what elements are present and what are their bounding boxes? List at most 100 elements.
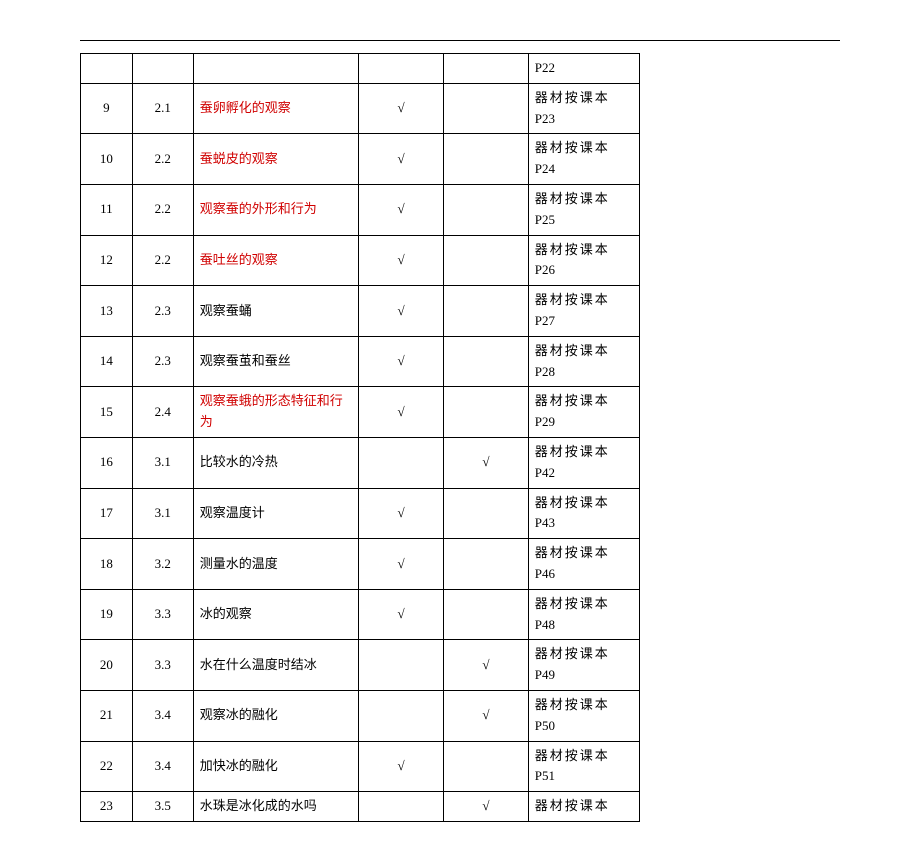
row-title: 蚕吐丝的观察 (193, 235, 358, 286)
table-row: 193.3冰的观察√器材按课本P48 (81, 589, 640, 640)
row-title: 冰的观察 (193, 589, 358, 640)
check-col-2: √ (443, 437, 528, 488)
table-row: 132.3观察蚕蛹√ 器材按课本P27 (81, 286, 640, 337)
check-col-2 (443, 83, 528, 134)
row-chapter: 3.4 (132, 741, 193, 792)
row-chapter: 2.1 (132, 83, 193, 134)
row-chapter: 3.4 (132, 690, 193, 741)
equipment-ref: 器材按课本P26 (528, 235, 639, 286)
check-col-2: √ (443, 792, 528, 822)
experiment-table: P2292.1蚕卵孵化的观察√器材按课本P23102.2蚕蜕皮的观察√器材按课本… (80, 53, 640, 822)
table-row: 183.2测量水的温度√器材按课本P46 (81, 539, 640, 590)
row-index: 9 (81, 83, 133, 134)
row-chapter (132, 54, 193, 84)
table-row: 102.2蚕蜕皮的观察√ 器材按课本P24 (81, 134, 640, 185)
row-title: 水在什么温度时结冰 (193, 640, 358, 691)
row-title: 观察温度计 (193, 488, 358, 539)
equipment-ref: 器材按课本P24 (528, 134, 639, 185)
equipment-ref: 器材按课本P29 (528, 387, 639, 438)
check-col-1: √ (359, 488, 444, 539)
equipment-ref: 器材按课本 (528, 792, 639, 822)
row-title: 测量水的温度 (193, 539, 358, 590)
row-title: 比较水的冷热 (193, 437, 358, 488)
row-title: 水珠是冰化成的水吗 (193, 792, 358, 822)
row-chapter: 3.2 (132, 539, 193, 590)
check-col-2 (443, 336, 528, 387)
row-chapter: 2.3 (132, 286, 193, 337)
row-chapter: 3.1 (132, 437, 193, 488)
row-chapter: 3.5 (132, 792, 193, 822)
table-row: 233.5水珠是冰化成的水吗 √器材按课本 (81, 792, 640, 822)
check-col-2 (443, 589, 528, 640)
row-index: 23 (81, 792, 133, 822)
row-chapter: 2.4 (132, 387, 193, 438)
equipment-ref: 器材按课本P51 (528, 741, 639, 792)
row-chapter: 2.3 (132, 336, 193, 387)
row-title: 加快冰的融化 (193, 741, 358, 792)
row-index: 17 (81, 488, 133, 539)
row-title: 观察蚕蛹 (193, 286, 358, 337)
row-index: 16 (81, 437, 133, 488)
check-col-1: √ (359, 134, 444, 185)
check-col-2: √ (443, 690, 528, 741)
check-col-2 (443, 134, 528, 185)
check-col-2 (443, 286, 528, 337)
row-index: 10 (81, 134, 133, 185)
table-row: P22 (81, 54, 640, 84)
table-row: 213.4观察冰的融化 √器材按课本P50 (81, 690, 640, 741)
equipment-ref: P22 (528, 54, 639, 84)
row-title: 蚕蜕皮的观察 (193, 134, 358, 185)
check-col-2 (443, 184, 528, 235)
row-index: 22 (81, 741, 133, 792)
row-index (81, 54, 133, 84)
check-col-2 (443, 387, 528, 438)
check-col-1 (359, 437, 444, 488)
row-index: 20 (81, 640, 133, 691)
row-title: 观察蚕的外形和行为 (193, 184, 358, 235)
row-index: 12 (81, 235, 133, 286)
check-col-1: √ (359, 286, 444, 337)
equipment-ref: 器材按课本P25 (528, 184, 639, 235)
row-chapter: 2.2 (132, 134, 193, 185)
row-index: 21 (81, 690, 133, 741)
check-col-1: √ (359, 387, 444, 438)
equipment-ref: 器材按课本P23 (528, 83, 639, 134)
check-col-2 (443, 741, 528, 792)
table-row: 163.1比较水的冷热 √器材按课本P42 (81, 437, 640, 488)
table-body: P2292.1蚕卵孵化的观察√器材按课本P23102.2蚕蜕皮的观察√器材按课本… (81, 54, 640, 822)
check-col-2 (443, 488, 528, 539)
row-title: 观察冰的融化 (193, 690, 358, 741)
check-col-1: √ (359, 741, 444, 792)
page-top-rule (80, 40, 840, 41)
equipment-ref: 器材按课本P48 (528, 589, 639, 640)
row-title: 蚕卵孵化的观察 (193, 83, 358, 134)
check-col-1: √ (359, 184, 444, 235)
check-col-1 (359, 792, 444, 822)
check-col-2 (443, 54, 528, 84)
check-col-1: √ (359, 539, 444, 590)
check-col-1: √ (359, 589, 444, 640)
row-chapter: 3.3 (132, 640, 193, 691)
check-col-2 (443, 235, 528, 286)
table-row: 122.2蚕吐丝的观察√器材按课本P26 (81, 235, 640, 286)
equipment-ref: 器材按课本P43 (528, 488, 639, 539)
row-index: 11 (81, 184, 133, 235)
check-col-1: √ (359, 235, 444, 286)
row-chapter: 3.3 (132, 589, 193, 640)
row-index: 13 (81, 286, 133, 337)
row-chapter: 3.1 (132, 488, 193, 539)
check-col-1: √ (359, 336, 444, 387)
table-row: 223.4加快冰的融化√ 器材按课本P51 (81, 741, 640, 792)
row-index: 15 (81, 387, 133, 438)
table-row: 173.1观察温度计√ 器材按课本P43 (81, 488, 640, 539)
row-title: 观察蚕茧和蚕丝 (193, 336, 358, 387)
row-title: 观察蚕蛾的形态特征和行为 (193, 387, 358, 438)
table-row: 203.3水在什么温度时结冰√器材按课本P49 (81, 640, 640, 691)
check-col-1 (359, 690, 444, 741)
row-index: 14 (81, 336, 133, 387)
row-title (193, 54, 358, 84)
table-row: 112.2观察蚕的外形和行为√器材按课本P25 (81, 184, 640, 235)
equipment-ref: 器材按课本P27 (528, 286, 639, 337)
equipment-ref: 器材按课本P42 (528, 437, 639, 488)
equipment-ref: 器材按课本P50 (528, 690, 639, 741)
